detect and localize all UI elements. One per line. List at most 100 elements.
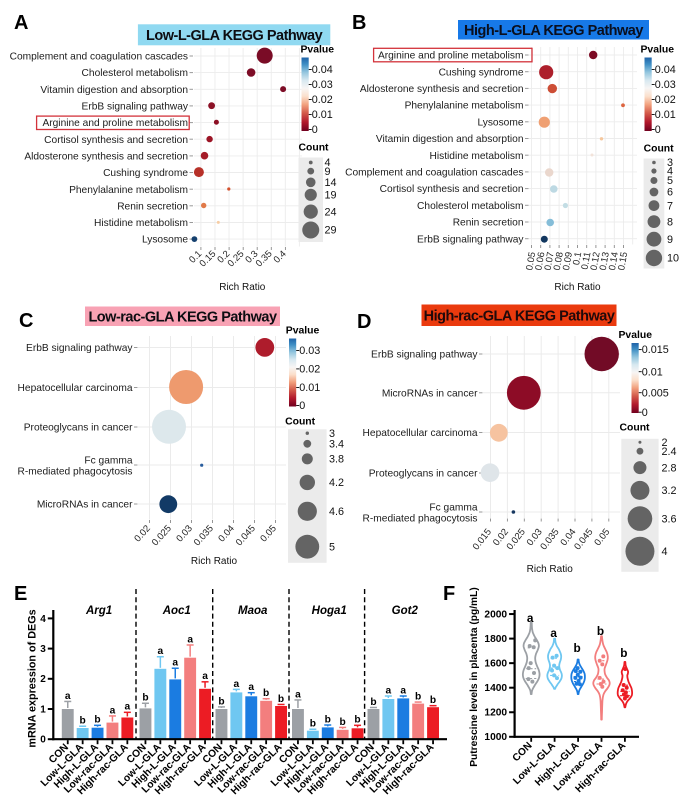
svg-text:Pvalue: Pvalue — [619, 330, 653, 341]
svg-text:Cholesterol metabolism: Cholesterol metabolism — [82, 68, 188, 79]
svg-text:0: 0 — [642, 407, 648, 419]
svg-text:Low-rac-GLA KEGG Pathway: Low-rac-GLA KEGG Pathway — [88, 310, 277, 326]
svg-text:C: C — [19, 310, 33, 332]
svg-text:b: b — [94, 715, 100, 726]
svg-text:1000: 1000 — [484, 732, 507, 743]
svg-text:Proteoglycans in cancer: Proteoglycans in cancer — [24, 423, 133, 434]
svg-text:a: a — [125, 702, 131, 713]
svg-text:High-L-GLA KEGG Pathway: High-L-GLA KEGG Pathway — [464, 23, 643, 39]
svg-text:1400: 1400 — [484, 683, 507, 694]
svg-text:3.6: 3.6 — [662, 513, 677, 525]
svg-text:9: 9 — [325, 166, 331, 178]
svg-text:Arg1: Arg1 — [85, 605, 112, 617]
svg-text:a: a — [187, 634, 193, 645]
svg-text:b: b — [278, 694, 284, 705]
svg-text:b: b — [620, 646, 627, 660]
svg-text:Rich Ratio: Rich Ratio — [191, 556, 238, 567]
svg-text:3: 3 — [40, 644, 46, 655]
svg-text:Cushing syndrome: Cushing syndrome — [103, 168, 188, 179]
svg-text:4: 4 — [325, 157, 331, 169]
svg-text:ErbB signaling pathway: ErbB signaling pathway — [371, 350, 478, 361]
svg-text:F: F — [443, 583, 455, 605]
svg-text:0.02: 0.02 — [299, 364, 320, 376]
svg-text:ErbB signaling pathway: ErbB signaling pathway — [82, 102, 189, 113]
svg-text:3.2: 3.2 — [662, 485, 677, 497]
svg-text:E: E — [14, 583, 27, 605]
svg-text:3: 3 — [667, 157, 673, 169]
svg-text:b: b — [573, 641, 580, 655]
svg-text:0.15: 0.15 — [616, 251, 630, 271]
svg-text:Maoa: Maoa — [238, 605, 268, 617]
svg-text:Vitamin digestion and absorpti: Vitamin digestion and absorption — [40, 85, 188, 96]
svg-text:9: 9 — [667, 234, 673, 246]
svg-text:MicroRNAs in cancer: MicroRNAs in cancer — [37, 500, 133, 511]
svg-text:b: b — [142, 693, 148, 704]
svg-text:0: 0 — [655, 124, 661, 136]
svg-text:2.4: 2.4 — [662, 446, 677, 458]
svg-text:1200: 1200 — [484, 708, 507, 719]
svg-text:0.04: 0.04 — [312, 64, 333, 76]
svg-text:b: b — [340, 717, 346, 728]
svg-text:0.02: 0.02 — [655, 94, 676, 106]
svg-text:a: a — [527, 611, 534, 625]
svg-text:0.1: 0.1 — [571, 251, 584, 266]
svg-text:14: 14 — [325, 177, 337, 189]
svg-text:0.07: 0.07 — [543, 251, 557, 271]
svg-text:a: a — [65, 691, 71, 702]
svg-text:0.08: 0.08 — [552, 251, 566, 271]
svg-text:24: 24 — [325, 206, 337, 218]
svg-text:Fc gamma: Fc gamma — [429, 502, 477, 513]
svg-text:6: 6 — [667, 187, 673, 199]
svg-text:High-rac-GLA KEGG Pathway: High-rac-GLA KEGG Pathway — [424, 309, 615, 325]
svg-text:Arginine and proline metabolis: Arginine and proline metabolism — [42, 118, 188, 129]
svg-text:Histidine metabolism: Histidine metabolism — [430, 151, 524, 162]
svg-text:Histidine metabolism: Histidine metabolism — [94, 218, 188, 229]
svg-text:Count: Count — [285, 417, 316, 428]
svg-text:Hepatocellular carcinoma: Hepatocellular carcinoma — [18, 383, 133, 394]
svg-text:Renin secretion: Renin secretion — [117, 201, 188, 212]
svg-text:b: b — [415, 691, 421, 702]
svg-text:0.01: 0.01 — [655, 109, 676, 121]
svg-text:Phenylalanine metabolism: Phenylalanine metabolism — [69, 185, 188, 196]
svg-text:b: b — [354, 715, 360, 726]
svg-text:4: 4 — [40, 614, 46, 625]
svg-text:Fc gamma: Fc gamma — [84, 455, 132, 466]
svg-text:3.4: 3.4 — [329, 439, 344, 451]
svg-text:Pvalue: Pvalue — [301, 45, 335, 56]
svg-text:0.03: 0.03 — [312, 79, 333, 91]
svg-text:Aldosterone synthesis and secr: Aldosterone synthesis and secretion — [24, 152, 188, 163]
svg-text:1: 1 — [40, 704, 46, 715]
svg-text:b: b — [263, 688, 269, 699]
svg-text:4: 4 — [662, 546, 668, 558]
svg-text:a: a — [158, 646, 164, 657]
svg-text:1800: 1800 — [484, 634, 507, 645]
svg-text:Vitamin digestion and absorpti: Vitamin digestion and absorption — [376, 134, 524, 145]
svg-text:Phenylalanine metabolism: Phenylalanine metabolism — [405, 101, 524, 112]
svg-text:Count: Count — [620, 423, 651, 434]
svg-text:Count: Count — [644, 144, 675, 155]
svg-text:0.01: 0.01 — [642, 366, 663, 378]
svg-text:4.6: 4.6 — [329, 506, 344, 518]
svg-text:mRNA expression of DEGs: mRNA expression of DEGs — [27, 609, 39, 747]
svg-text:2: 2 — [40, 674, 46, 685]
svg-text:19: 19 — [325, 190, 337, 202]
svg-text:0.03: 0.03 — [299, 345, 320, 357]
svg-text:Low-L-GLA KEGG Pathway: Low-L-GLA KEGG Pathway — [146, 28, 323, 44]
svg-text:Pvalue: Pvalue — [641, 45, 675, 56]
svg-text:Cortisol synthesis and secreti: Cortisol synthesis and secretion — [44, 135, 188, 146]
svg-text:0.05: 0.05 — [592, 527, 612, 548]
svg-text:b: b — [80, 716, 86, 727]
svg-text:Complement and coagulation cas: Complement and coagulation cascades — [10, 52, 188, 63]
svg-text:2.8: 2.8 — [662, 462, 677, 474]
svg-text:a: a — [202, 671, 208, 682]
svg-text:29: 29 — [325, 225, 337, 237]
svg-text:R-mediated phagocytosis: R-mediated phagocytosis — [18, 466, 133, 477]
svg-text:Rich Ratio: Rich Ratio — [527, 564, 574, 575]
svg-text:ErbB signaling pathway: ErbB signaling pathway — [417, 234, 524, 245]
svg-text:0.045: 0.045 — [234, 523, 258, 548]
svg-text:0.06: 0.06 — [533, 251, 547, 271]
svg-text:a: a — [295, 689, 301, 700]
svg-text:8: 8 — [667, 216, 673, 228]
svg-text:0.025: 0.025 — [150, 523, 174, 548]
svg-text:a: a — [172, 658, 178, 669]
